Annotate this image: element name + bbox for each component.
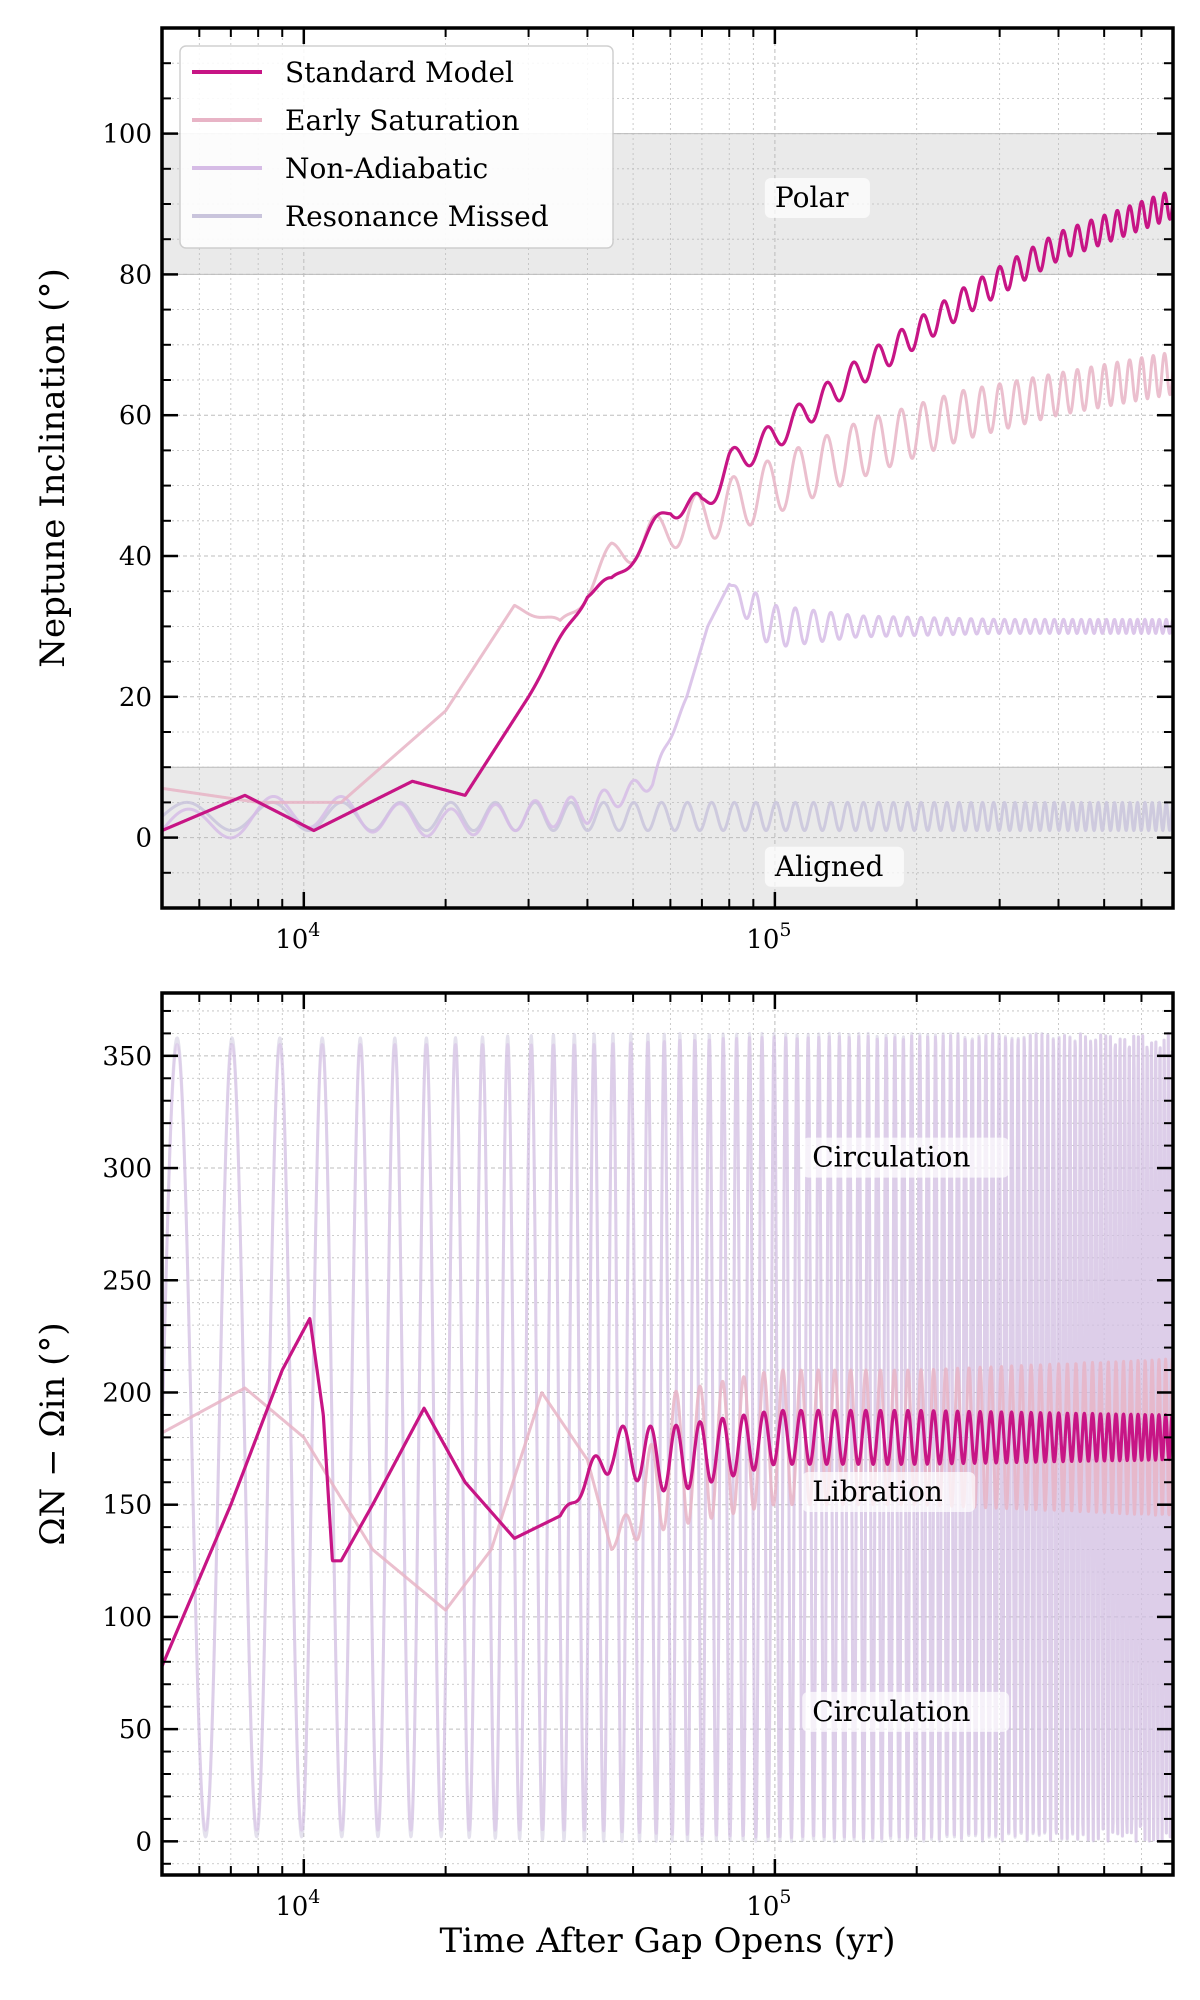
x-tick-label-base: 10 (746, 1892, 779, 1922)
series-line-resonance-missed (162, 800, 1173, 833)
y-tick-label: 250 (102, 1266, 152, 1296)
annotation-label: Circulation (812, 1695, 970, 1728)
x-tick-label-exp: 5 (779, 1886, 791, 1908)
plot-area (162, 993, 1173, 1875)
x-tick-label-base: 10 (275, 1892, 308, 1922)
y-tick-label: 60 (119, 401, 152, 431)
series-line-early-saturation (162, 351, 1173, 804)
legend-box (179, 45, 614, 249)
annotation-box (764, 846, 904, 887)
axes-frame (160, 26, 1175, 910)
series-line-non-adiabatic (162, 1032, 1173, 1843)
annotation-label: Polar (775, 181, 849, 214)
x-tick-label-exp: 4 (308, 919, 320, 941)
y-tick-label: 0 (135, 1827, 152, 1857)
y-tick-label: 50 (119, 1715, 152, 1745)
x-axis-title: Time After Gap Opens (yr) (439, 1921, 895, 1961)
legend-label-non-adiabatic: Non-Adiabatic (285, 152, 488, 185)
y-tick-label: 350 (102, 1042, 152, 1072)
y-tick-label: 80 (119, 260, 152, 290)
annotation-box (764, 178, 870, 218)
x-tick-label-exp: 4 (308, 1886, 320, 1908)
x-tick-label: 105 (746, 1886, 791, 1922)
x-tick-label-exp: 5 (779, 919, 791, 941)
annotation-box (802, 1137, 1010, 1178)
annotation-box (802, 1691, 1010, 1732)
series-line-non-adiabatic (162, 582, 1173, 840)
y-tick-label: 0 (135, 824, 152, 854)
x-tick-label-base: 10 (275, 925, 308, 955)
y-tick-label: 100 (102, 1603, 152, 1633)
y-tick-label: 100 (102, 120, 152, 150)
annotation-box (802, 1471, 976, 1512)
legend-label-standard-model: Standard Model (285, 56, 514, 89)
legend: Standard Model Early Saturation Non-Adiaba… (179, 45, 614, 249)
y-axis-title: ΩN − Ωin (°) (33, 1322, 73, 1545)
annotation-label: Libration (812, 1475, 943, 1508)
annotation-label: Aligned (774, 850, 884, 883)
legend-label-resonance-missed: Resonance Missed (285, 200, 549, 233)
x-tick-label: 104 (275, 1886, 320, 1922)
series-line-standard-model (162, 1317, 1173, 1667)
y-tick-label: 300 (102, 1154, 152, 1184)
annotation-label: Circulation (812, 1141, 970, 1174)
series-line-standard-model (162, 191, 1173, 833)
x-tick-label: 104 (275, 919, 320, 955)
y-tick-label: 20 (119, 683, 152, 713)
x-tick-label-base: 10 (746, 925, 779, 955)
y-tick-label: 200 (102, 1378, 152, 1408)
y-tick-label: 40 (119, 542, 152, 572)
y-tick-label: 150 (102, 1491, 152, 1521)
legend-label-early-saturation: Early Saturation (285, 104, 520, 137)
y-axis-title: Neptune Inclination (°) (33, 268, 73, 668)
x-tick-label: 105 (746, 919, 791, 955)
axes-frame (160, 991, 1175, 1877)
